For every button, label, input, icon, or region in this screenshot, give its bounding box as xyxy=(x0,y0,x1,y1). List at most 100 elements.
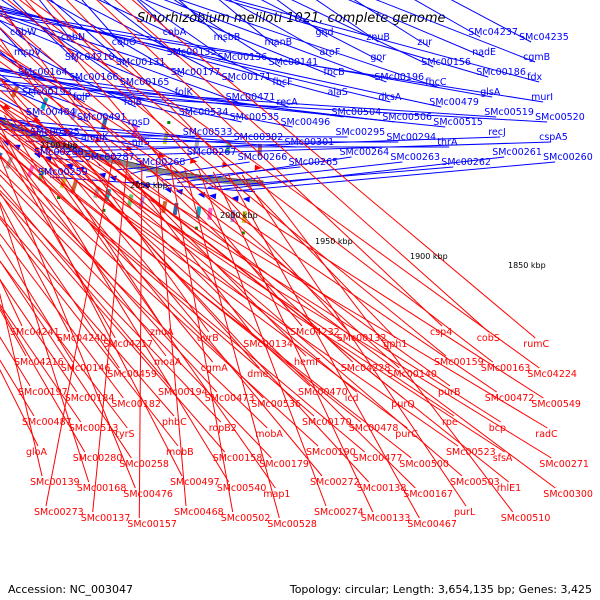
gene-label[interactable]: SMc00528 xyxy=(267,519,317,530)
gene-label[interactable]: SMc00159 xyxy=(434,357,484,368)
gene-label[interactable]: hemF xyxy=(294,357,321,368)
gene-label[interactable]: SMc00476 xyxy=(123,489,173,500)
gene-label[interactable]: SMc00504 xyxy=(332,107,382,118)
gene-label[interactable]: SMc00177 xyxy=(171,67,221,78)
gene-label[interactable]: SMc00302 xyxy=(234,132,284,143)
gene-label[interactable]: SMc00158 xyxy=(213,453,263,464)
gene-label[interactable]: SMc00478 xyxy=(349,423,399,434)
gene-label[interactable]: SMc00515 xyxy=(433,117,483,128)
gene-label[interactable]: SMc00523 xyxy=(446,447,496,458)
gene-label[interactable]: phbC xyxy=(162,417,187,428)
gene-label[interactable]: SMc00271 xyxy=(539,459,589,470)
gene-label[interactable]: SMc00502 xyxy=(221,513,271,524)
gene-label[interactable]: SMc00167 xyxy=(403,489,453,500)
gene-label[interactable]: nifS xyxy=(132,137,150,148)
gene-label[interactable]: SMc00138 xyxy=(357,483,407,494)
gene-label[interactable]: dme xyxy=(247,369,268,380)
gene-label[interactable]: gor xyxy=(370,52,386,63)
gene-label[interactable]: SMc00274 xyxy=(314,507,364,518)
gene-label[interactable]: SMc00540 xyxy=(217,483,267,494)
gene-label[interactable]: fbcC xyxy=(425,77,447,88)
gene-label[interactable]: SMc00484 xyxy=(26,107,76,118)
gene-label[interactable]: znuB xyxy=(366,32,390,43)
gene-label[interactable]: SMc00470 xyxy=(298,387,348,398)
gene-label[interactable]: fdx xyxy=(527,72,542,83)
gene-label[interactable]: SMc00471 xyxy=(226,92,276,103)
gene-label[interactable]: SMc00479 xyxy=(429,97,479,108)
gene-label[interactable]: gloA xyxy=(26,447,47,458)
gene-label[interactable]: SMc00258 xyxy=(119,459,169,470)
gene-label[interactable]: cobS xyxy=(477,333,500,344)
gene-label[interactable]: SMc00510 xyxy=(501,513,551,524)
gene-label[interactable]: msbB xyxy=(214,32,241,43)
gene-label[interactable]: rumC xyxy=(523,339,549,350)
gene-label[interactable]: purB xyxy=(438,387,460,398)
gene-label[interactable]: SMc04228 xyxy=(341,363,391,374)
gene-label[interactable]: SMc04235 xyxy=(519,32,569,43)
gene-label[interactable]: SMc00196 xyxy=(374,72,424,83)
gene-label[interactable]: SMc00132 xyxy=(337,333,387,344)
gene-label[interactable]: icd xyxy=(345,393,359,404)
gene-label[interactable]: ropB2 xyxy=(209,423,237,434)
gene-label[interactable]: thrA xyxy=(437,137,458,148)
gene-label[interactable]: SMc00163 xyxy=(481,363,531,374)
gene-label[interactable]: SMc04224 xyxy=(527,369,577,380)
gene-label[interactable]: rpsD xyxy=(128,117,150,128)
gene-label[interactable]: SMc00260 xyxy=(543,152,593,163)
gene-label[interactable]: SMc00156 xyxy=(421,57,471,68)
gene-label[interactable]: SMc00477 xyxy=(353,453,403,464)
gene-label[interactable]: SMc00295 xyxy=(336,127,386,138)
gene-label[interactable]: SMc00164 xyxy=(18,67,68,78)
gene-label[interactable]: znuA xyxy=(150,327,174,338)
gene-label[interactable]: SMc00468 xyxy=(174,507,224,518)
gene-label[interactable]: cspA5 xyxy=(539,132,568,143)
gene-label[interactable]: cgmA xyxy=(201,363,229,374)
gene-label[interactable]: mobB xyxy=(166,447,194,458)
gene-label[interactable]: SMc00280 xyxy=(73,453,123,464)
gene-label[interactable]: SMc00536 xyxy=(251,399,301,410)
gene-label[interactable]: zur xyxy=(417,37,432,48)
gene-label[interactable]: SMc00534 xyxy=(179,107,229,118)
gene-label[interactable]: fbcF xyxy=(273,77,293,88)
gene-label[interactable]: purL xyxy=(454,507,476,518)
gene-label[interactable]: manB xyxy=(265,37,293,48)
gene-label[interactable]: cobN xyxy=(61,32,85,43)
gene-label[interactable]: SMc00500 xyxy=(399,459,449,470)
gene-label[interactable]: SMc04241 xyxy=(10,327,60,338)
gene-label[interactable]: SMc00186 xyxy=(476,67,526,78)
gene-label[interactable]: SMc00146 xyxy=(61,363,111,374)
gene-label[interactable]: SMc00184 xyxy=(65,393,115,404)
gene-label[interactable]: csp4 xyxy=(430,327,452,338)
gene-label[interactable]: cobW xyxy=(10,27,37,38)
gene-label[interactable]: SMc00166 xyxy=(69,72,119,83)
gene-label[interactable]: SMc00165 xyxy=(120,77,170,88)
gene-label[interactable]: SMc00472 xyxy=(485,393,535,404)
gene-label[interactable]: SMc00193 xyxy=(22,87,72,98)
gene-label[interactable]: SMc00266 xyxy=(238,152,288,163)
gene-label[interactable]: SMc00264 xyxy=(340,147,390,158)
gene-label[interactable]: SMc00134 xyxy=(243,339,293,350)
gene-label[interactable]: SMc00179 xyxy=(259,459,309,470)
gene-label[interactable]: SMc00170 xyxy=(302,417,352,428)
gene-label[interactable]: SMc00287 xyxy=(85,152,135,163)
gene-label[interactable]: SMc04216 xyxy=(14,357,64,368)
gene-label[interactable]: murI xyxy=(531,92,553,103)
gene-label[interactable]: SMc00491 xyxy=(77,112,127,123)
gene-label[interactable]: rhlE1 xyxy=(497,483,521,494)
gene-label[interactable]: SMc04210 xyxy=(65,52,115,63)
gene-label[interactable]: recA xyxy=(277,97,299,108)
gene-label[interactable]: SMc04232 xyxy=(290,327,340,338)
gene-label[interactable]: SMc00131 xyxy=(116,57,166,68)
gene-label[interactable]: SMc00259 xyxy=(38,167,88,178)
gene-label[interactable]: SMc00273 xyxy=(34,507,84,518)
gene-label[interactable]: SMc00513 xyxy=(69,423,119,434)
gene-label[interactable]: map1 xyxy=(263,489,290,500)
gene-label[interactable]: SMc00140 xyxy=(387,369,437,380)
gene-label[interactable]: alaS xyxy=(328,87,348,98)
gene-label[interactable]: gnd xyxy=(316,27,334,38)
gene-label[interactable]: nadE xyxy=(472,47,496,58)
gene-label[interactable]: SMc00467 xyxy=(407,519,457,530)
gene-label[interactable]: glsA xyxy=(480,87,501,98)
gene-label[interactable]: SMc00497 xyxy=(170,477,220,488)
gene-label[interactable]: SMc00168 xyxy=(77,483,127,494)
